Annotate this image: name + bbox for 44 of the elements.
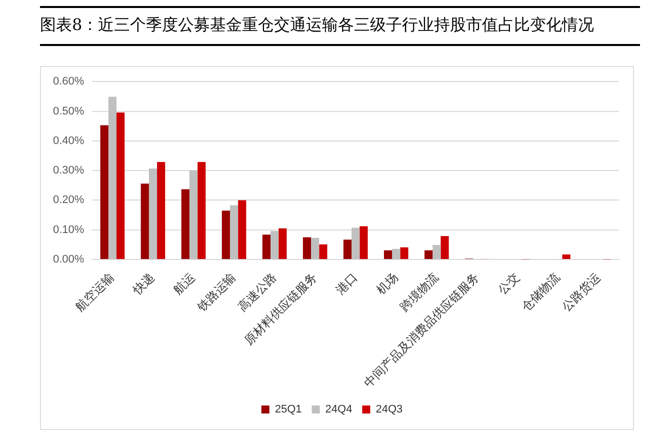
legend-label: 24Q4 [325, 404, 352, 416]
bar [311, 238, 320, 260]
bar [360, 226, 368, 260]
x-tick-label: 港口 [333, 270, 360, 297]
bar [278, 228, 287, 260]
bar [108, 96, 117, 260]
bar [319, 244, 328, 260]
bar [343, 240, 352, 260]
bar [189, 170, 198, 260]
bar [181, 189, 190, 260]
bar [222, 210, 230, 260]
bar [230, 205, 238, 260]
bar [424, 250, 433, 260]
y-tick-label: 0.20% [52, 194, 84, 206]
y-tick-label: 0.30% [52, 164, 84, 177]
bar [432, 244, 441, 260]
bar [384, 250, 392, 260]
bar [157, 162, 166, 260]
y-tick-label: 0.00% [52, 254, 84, 266]
y-tick-label: 0.60% [52, 76, 84, 88]
bar [302, 237, 312, 260]
y-tick-label: 0.50% [52, 105, 84, 118]
bar [562, 254, 570, 260]
y-tick-label: 0.10% [52, 224, 84, 236]
bar [198, 162, 206, 260]
bar [100, 125, 108, 260]
chart-title: 图表8：近三个季度公募基金重仓交通运输各三级子行业持股市值占比变化情况 [40, 6, 640, 46]
x-tick-label: 快递 [130, 270, 158, 298]
bar [148, 168, 158, 260]
bar [270, 231, 279, 260]
legend-label: 25Q1 [274, 404, 302, 416]
bar [238, 200, 246, 260]
x-tick-label: 航空运输 [72, 270, 117, 314]
bar [140, 184, 149, 260]
x-tick-label: 机场 [374, 270, 400, 297]
bar [116, 112, 125, 260]
legend-label: 24Q3 [376, 404, 403, 416]
y-tick-label: 0.40% [52, 134, 84, 147]
x-tick-label: 航运 [170, 270, 198, 297]
bar [392, 248, 400, 260]
bar [352, 228, 360, 260]
bar [262, 234, 270, 260]
bar [400, 247, 408, 260]
bar [440, 236, 449, 260]
